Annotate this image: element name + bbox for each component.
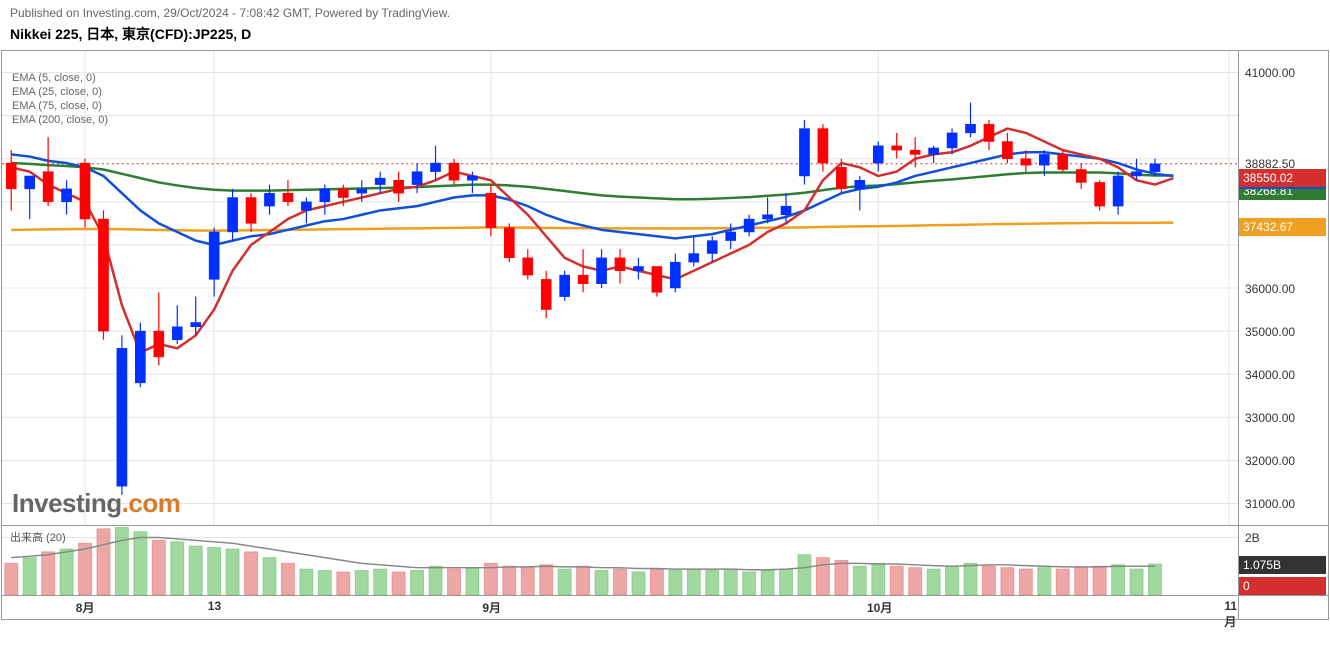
- y-tick-label: 33000.00: [1245, 411, 1295, 425]
- price-badge: 38550.02: [1239, 169, 1326, 187]
- ema200-legend: EMA (200, close, 0): [12, 113, 108, 127]
- y-tick-label: 38882.50: [1245, 157, 1295, 171]
- vol-zero-badge: 0: [1239, 577, 1326, 595]
- ema25egend: EMA (25, close, 0): [12, 85, 108, 99]
- vol-y-tick: 2B: [1245, 531, 1260, 545]
- y-tick-label: 32000.00: [1245, 454, 1295, 468]
- chart-wrap: EMA (5, close, 0) EMA (25, close, 0) EMA…: [1, 50, 1329, 620]
- x-axis-labels: 8月139月10月11月: [2, 596, 1238, 619]
- y-tick-label: 41000.00: [1245, 66, 1295, 80]
- y-tick-label: 35000.00: [1245, 325, 1295, 339]
- x-axis-spacer: [1238, 596, 1328, 619]
- ema5-legend: EMA (5, close, 0): [12, 71, 108, 85]
- x-axis[interactable]: 8月139月10月11月: [2, 596, 1328, 619]
- x-tick-label: 10月: [867, 599, 892, 616]
- x-tick-label: 11月: [1224, 599, 1237, 630]
- y-tick-label: 34000.00: [1245, 368, 1295, 382]
- ema75-legend: EMA (75, close, 0): [12, 99, 108, 113]
- watermark-logo: Investing.com: [12, 488, 180, 519]
- x-tick-label: 9月: [482, 599, 501, 616]
- price-badge: 37432.67: [1239, 218, 1326, 236]
- x-tick-label: 13: [208, 599, 221, 613]
- volume-legend: 出来高 (20): [10, 529, 66, 545]
- main-plot-area[interactable]: EMA (5, close, 0) EMA (25, close, 0) EMA…: [2, 51, 1238, 525]
- chart-title: Nikkei 225, 日本, 東京(CFD):JP225, D: [0, 22, 1330, 50]
- publish-info: Published on Investing.com, 29/Oct/2024 …: [0, 0, 1330, 22]
- vol-current-badge: 1.075B: [1239, 556, 1326, 574]
- volume-plot-area[interactable]: 出来高 (20): [2, 526, 1238, 595]
- y-tick-label: 31000.00: [1245, 497, 1295, 511]
- ema-legend: EMA (5, close, 0) EMA (25, close, 0) EMA…: [12, 71, 108, 127]
- x-tick-label: 8月: [76, 599, 95, 616]
- volume-chart[interactable]: 出来高 (20) 2B 1.075B 0: [2, 526, 1328, 596]
- main-chart[interactable]: EMA (5, close, 0) EMA (25, close, 0) EMA…: [2, 51, 1328, 526]
- y-tick-label: 36000.00: [1245, 282, 1295, 296]
- volume-y-axis[interactable]: 2B 1.075B 0: [1238, 526, 1328, 595]
- main-y-axis[interactable]: 31000.00 32000.00 33000.00 34000.00 35000.00…: [1238, 51, 1328, 525]
